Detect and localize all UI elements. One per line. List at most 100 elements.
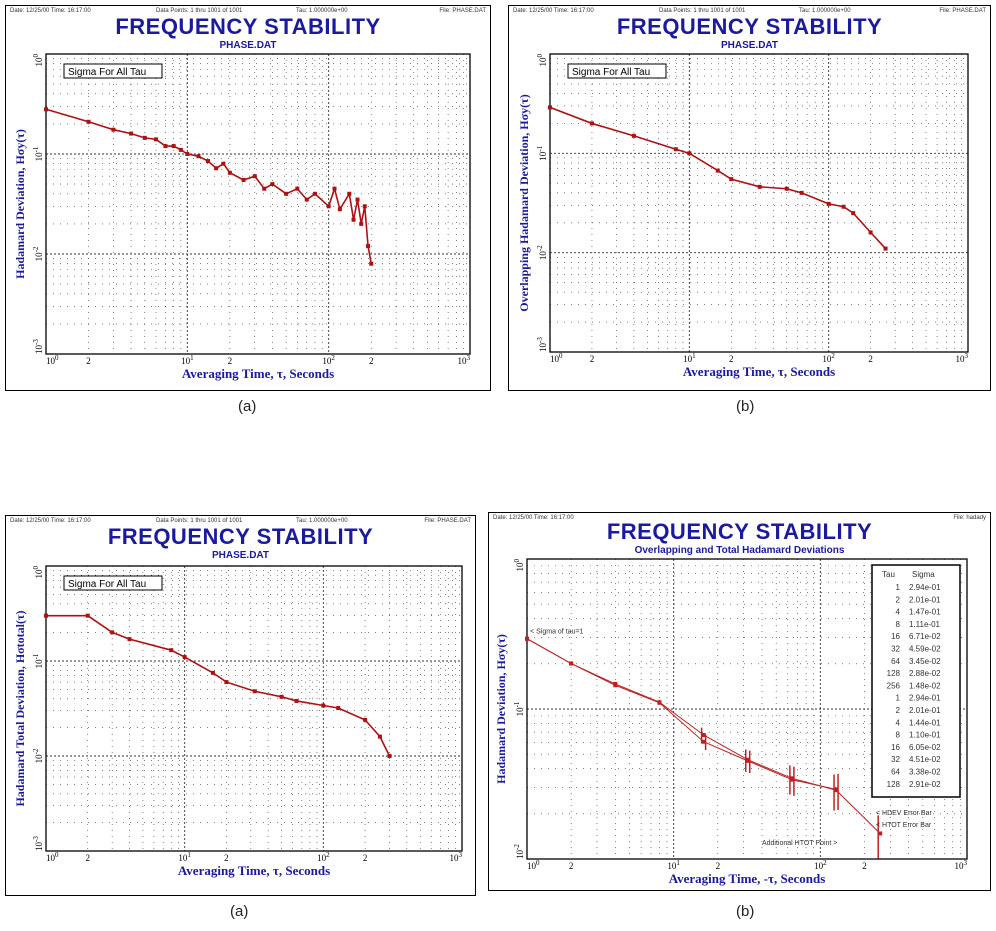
data-point: [221, 161, 226, 166]
data-point: [868, 230, 873, 235]
data-point: [826, 201, 831, 206]
data-point: [196, 154, 201, 159]
table-sigma: 2.01e-01: [909, 706, 941, 715]
data-point: [326, 204, 331, 209]
data-point: [799, 190, 804, 195]
chart-title: FREQUENCY STABILITY: [606, 519, 873, 544]
x-tick-label: 100: [46, 851, 59, 863]
y-tick-label: 10-3: [32, 836, 44, 851]
x-tick-label: 100: [46, 354, 59, 366]
x-tick-label: 2: [228, 356, 233, 366]
data-point: [129, 131, 134, 136]
data-point: [687, 151, 692, 156]
y-tick-group: 10-1: [32, 146, 44, 161]
y-tick-group: 10-2: [32, 246, 44, 261]
table-sigma: 2.88e-02: [909, 669, 941, 678]
data-point: [163, 144, 168, 149]
y-axis-label: Hadamard Deviation, Hσy(τ): [494, 634, 508, 784]
data-point: [210, 670, 215, 675]
y-tick-group: 10-3: [536, 337, 548, 352]
plot-frame: [526, 558, 968, 860]
caption-a-bottom: (a): [230, 903, 249, 920]
table-sigma: 4.51e-02: [909, 755, 941, 764]
legend: Sigma For All Tau: [567, 63, 667, 79]
x-tick-label: 100: [527, 859, 540, 871]
y-tick-label: 10-1: [513, 701, 525, 716]
sigma-table: Tau Sigma 1 2.94e-01 2 2.01e-01 4 1.47e-01 8 1.11…: [871, 564, 961, 798]
x-tick-label: 2: [868, 354, 873, 364]
data-point: [355, 197, 360, 202]
table-sigma: 6.05e-02: [909, 743, 941, 752]
header-data-points: Data Points: 1 thru 1001 of 1001: [156, 8, 243, 14]
x-axis-label: Averaging Time, τ, Seconds: [683, 364, 835, 379]
x-tick-label: 102: [814, 859, 827, 871]
data-point: [44, 613, 48, 618]
caption-a-top: (a): [238, 398, 257, 415]
table-header: Tau: [882, 570, 895, 579]
legend: Sigma For All Tau: [63, 575, 163, 591]
data-point: [337, 207, 342, 212]
data-point: [569, 661, 574, 666]
data-point: [241, 177, 246, 182]
table-tau: 256: [887, 681, 901, 690]
y-tick-group: 100: [513, 559, 525, 572]
data-point: [841, 204, 846, 209]
chart-subtitle: PHASE.DAT: [720, 40, 779, 51]
chart-title: FREQUENCY STABILITY: [616, 14, 883, 39]
data-point: [171, 144, 176, 149]
table-sigma: 2.01e-01: [909, 595, 941, 604]
x-tick-label: 102: [317, 851, 330, 863]
chart-subtitle: Overlapping and Total Hadamard Deviation…: [634, 545, 845, 556]
data-point: [214, 166, 219, 171]
data-point: [178, 147, 183, 152]
data-point: [369, 261, 374, 266]
chart-panel-2: Date: 12/25/00 Time: 16:17:00 Data Points…: [508, 5, 991, 391]
table-sigma: 1.48e-02: [909, 681, 941, 690]
x-tick-label: 103: [458, 354, 471, 366]
x-tick-label: 2: [729, 354, 734, 364]
data-point: [295, 186, 300, 191]
table-sigma: 1.11e-01: [909, 620, 941, 629]
header-file: File: PHASE.DAT: [424, 518, 471, 524]
x-tick-label: 2: [716, 861, 721, 871]
data-point: [252, 689, 257, 694]
y-tick-label: 100: [32, 566, 44, 579]
chart-panel-1: Date: 12/25/00 Time: 16:17:00 Data Points…: [5, 5, 491, 391]
table-tau: 1: [896, 694, 901, 703]
data-point: [284, 191, 289, 196]
x-tick-label: 102: [822, 352, 835, 364]
data-point: [270, 182, 275, 187]
chart-title: FREQUENCY STABILITY: [115, 14, 381, 39]
x-tick-label: 2: [224, 853, 229, 863]
header-tau: Tau: 1.000000e+00: [296, 518, 348, 524]
table-tau: 2: [896, 595, 901, 604]
y-tick-group: 10-3: [32, 339, 44, 354]
x-tick-label: 102: [322, 354, 335, 366]
header-date: Date: 12/25/00 Time: 16:17:00: [493, 515, 574, 521]
table-sigma: 4.59e-02: [909, 645, 941, 654]
data-point: [784, 186, 789, 191]
table-sigma: 1.10e-01: [909, 731, 941, 740]
y-tick-label: 10-3: [32, 339, 44, 354]
x-tick-label: 2: [590, 354, 595, 364]
data-point: [362, 204, 367, 209]
y-tick-group: 10-3: [32, 836, 44, 851]
table-tau: 16: [891, 632, 900, 641]
table-tau: 32: [891, 755, 900, 764]
table-tau: 64: [891, 768, 900, 777]
y-tick-group: 100: [536, 54, 548, 67]
chart-title: FREQUENCY STABILITY: [107, 524, 374, 549]
data-point: [262, 186, 267, 191]
header-tau: Tau: 1.000000e+00: [296, 8, 348, 14]
y-axis-label: Hadamard Total Deviation, Hσtotal(τ): [13, 610, 27, 806]
x-tick-label: 2: [569, 861, 574, 871]
x-tick-label: 2: [363, 853, 368, 863]
data-point: [851, 211, 856, 216]
table-tau: 2: [896, 706, 901, 715]
x-tick-label: 101: [683, 352, 696, 364]
table-tau: 4: [896, 718, 901, 727]
header-data-points: Data Points: 1 thru 1001 of 1001: [659, 8, 746, 14]
data-point: [834, 787, 839, 792]
x-tick-label: 2: [85, 853, 90, 863]
data-point: [363, 717, 368, 722]
